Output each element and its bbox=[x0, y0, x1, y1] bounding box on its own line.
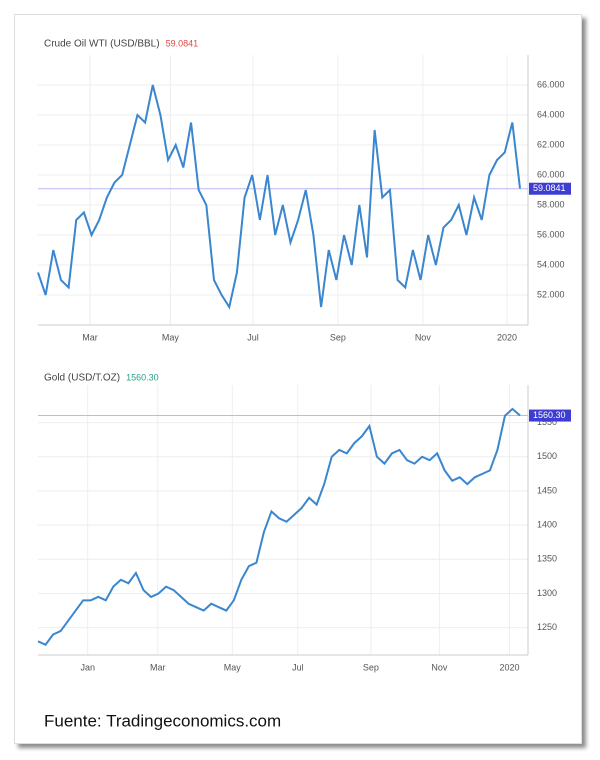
chart-title: Gold (USD/T.OZ) bbox=[44, 373, 120, 384]
price-line bbox=[37, 84, 521, 310]
y-tick-label: 1250 bbox=[537, 622, 557, 632]
x-tick-label: May bbox=[224, 662, 242, 672]
y-tick-label: 66.000 bbox=[537, 79, 565, 89]
x-tick-label: Sep bbox=[363, 662, 379, 672]
source: Fuente: Tradingeconomics.com bbox=[44, 711, 281, 730]
x-tick-label: Jan bbox=[80, 662, 95, 672]
x-tick-label: Sep bbox=[330, 332, 346, 342]
x-tick-label: Jul bbox=[292, 662, 304, 672]
x-tick-label: May bbox=[162, 332, 180, 342]
x-tick-label: Nov bbox=[431, 662, 448, 672]
y-tick-label: 1300 bbox=[537, 588, 557, 598]
current-price: 1560.30 bbox=[126, 372, 159, 382]
y-tick-label: 1500 bbox=[537, 451, 557, 461]
chart-title: Crude Oil WTI (USD/BBL) bbox=[44, 39, 160, 50]
current-box bbox=[529, 182, 571, 195]
y-tick-label: 64.000 bbox=[537, 109, 565, 119]
y-tick-label: 1350 bbox=[537, 554, 557, 564]
x-tick-label: 2020 bbox=[497, 332, 517, 342]
y-tick-label: 1400 bbox=[537, 520, 557, 530]
price-line bbox=[37, 407, 521, 646]
current-box bbox=[529, 409, 571, 422]
y-tick-label: 1450 bbox=[537, 485, 557, 495]
y-tick-label: 62.000 bbox=[537, 139, 565, 149]
y-tick-label: 58.000 bbox=[537, 199, 565, 209]
current-box-label: 1560.30 bbox=[533, 410, 566, 420]
x-tick-label: Mar bbox=[150, 662, 166, 672]
y-tick-label: 52.000 bbox=[537, 289, 565, 299]
x-tick-label: Mar bbox=[82, 332, 98, 342]
x-tick-label: 2020 bbox=[499, 662, 519, 672]
current-box-label: 59.0841 bbox=[533, 183, 566, 193]
y-tick-label: 1550 bbox=[537, 417, 557, 427]
y-tick-label: 54.000 bbox=[537, 259, 565, 269]
y-tick-label: 60.000 bbox=[537, 169, 565, 179]
x-tick-label: Nov bbox=[415, 332, 432, 342]
y-tick-label: 56.000 bbox=[537, 229, 565, 239]
current-price: 59.0841 bbox=[166, 38, 199, 48]
x-tick-label: Jul bbox=[247, 332, 259, 342]
